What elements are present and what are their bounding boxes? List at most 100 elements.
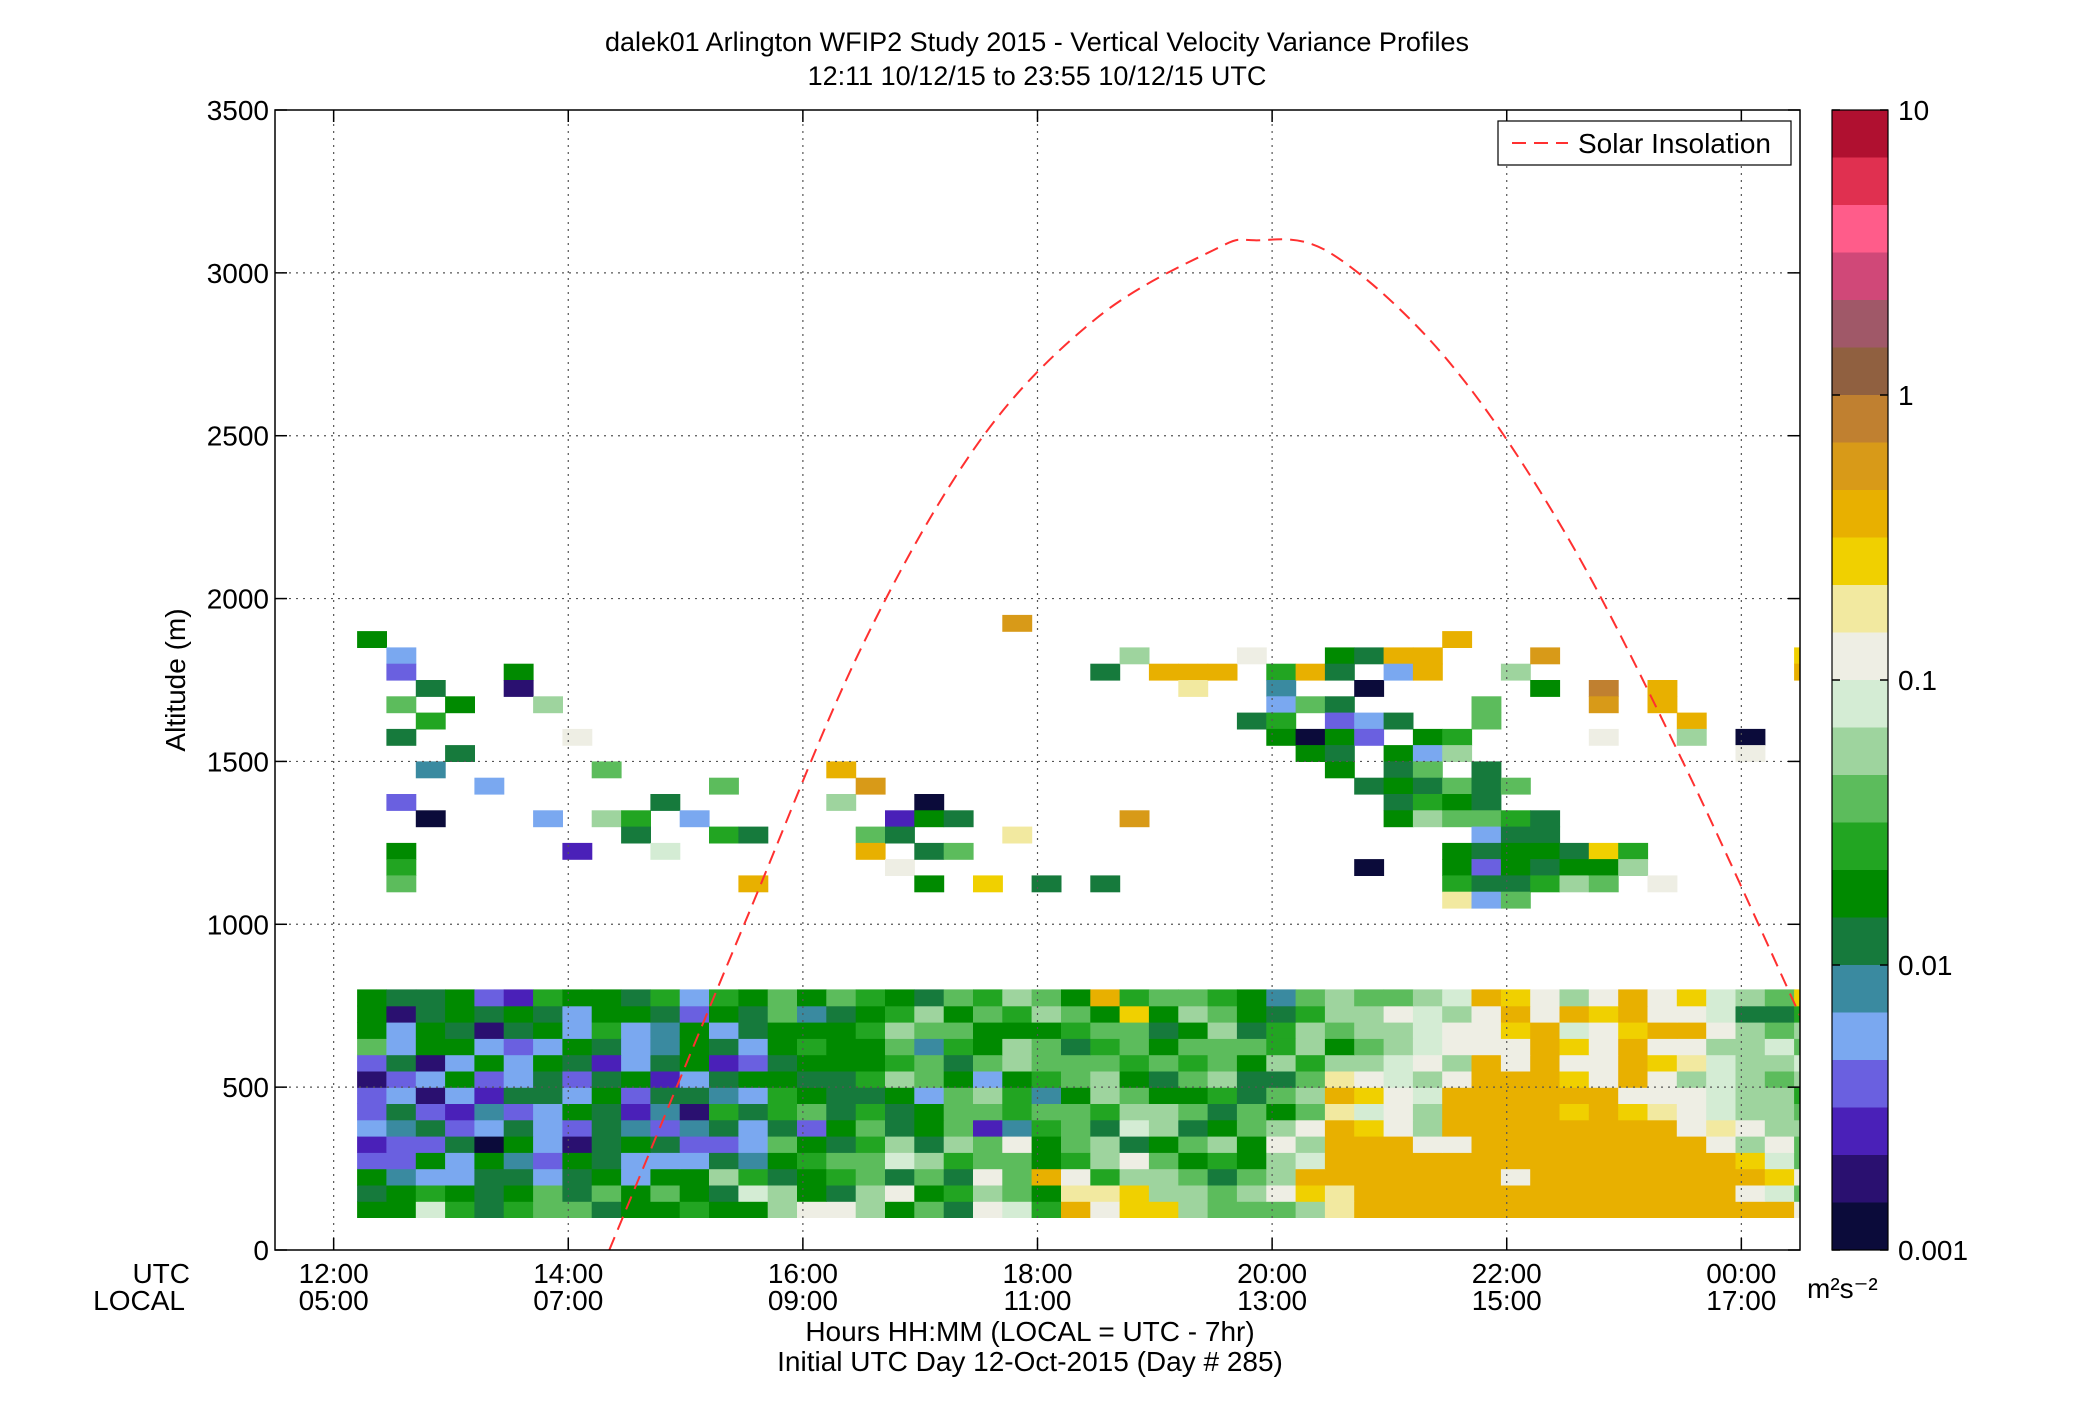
heatmap-cell — [1618, 1022, 1649, 1039]
heatmap-cell — [1647, 1168, 1678, 1186]
heatmap-cell — [503, 663, 534, 681]
heatmap-cell — [885, 859, 915, 876]
heatmap-cell — [1647, 1070, 1678, 1088]
heatmap-cell — [1794, 1070, 1800, 1088]
heatmap-cell — [1618, 1038, 1649, 1056]
heatmap-cell — [1618, 1136, 1649, 1153]
heatmap-cell — [1559, 989, 1590, 1007]
chart-title: dalek01 Arlington WFIP2 Study 2015 - Ver… — [605, 27, 1469, 57]
heatmap-cell — [1647, 1038, 1678, 1056]
heatmap-cell — [914, 1201, 945, 1218]
heatmap-cell — [1383, 1054, 1414, 1072]
heatmap-cell — [943, 1119, 974, 1137]
heatmap-cell — [797, 1152, 827, 1170]
heatmap-cell — [943, 1005, 974, 1023]
heatmap-cell — [679, 989, 710, 1007]
x-axis-sublabel: Initial UTC Day 12-Oct-2015 (Day # 285) — [777, 1346, 1283, 1377]
heatmap-cell — [1412, 810, 1443, 828]
heatmap-cell — [855, 1168, 886, 1186]
heatmap-cell — [1706, 1103, 1737, 1121]
heatmap-cell — [1588, 1136, 1619, 1153]
heatmap-cell — [679, 1070, 710, 1088]
heatmap-cell — [1706, 1005, 1737, 1023]
heatmap-cell — [1207, 1022, 1238, 1039]
heatmap-cell — [738, 1168, 769, 1186]
heatmap-cell — [738, 1136, 769, 1153]
heatmap-cell — [943, 810, 974, 828]
heatmap-cell — [445, 989, 475, 1007]
heatmap-cell — [973, 1022, 1003, 1039]
heatmap-cell — [1588, 859, 1619, 876]
heatmap-cell — [1061, 1087, 1091, 1104]
heatmap-cell — [914, 1038, 945, 1056]
heatmap-cell — [1295, 728, 1326, 746]
heatmap-cell — [1471, 1119, 1502, 1137]
heatmap-cell — [1706, 1152, 1737, 1170]
heatmap-cell — [1442, 1038, 1473, 1056]
heatmap-cell — [533, 1022, 563, 1039]
heatmap-cell — [1236, 1168, 1267, 1186]
heatmap-cell — [855, 826, 886, 844]
heatmap-cell — [415, 1201, 446, 1218]
heatmap-cell — [1471, 1038, 1502, 1056]
heatmap-cell — [562, 728, 593, 746]
heatmap-cell — [1530, 1168, 1561, 1186]
heatmap-cell — [679, 1022, 710, 1039]
heatmap-cell — [1412, 1103, 1443, 1121]
heatmap-cell — [797, 1201, 827, 1218]
heatmap-cell — [1706, 989, 1737, 1007]
heatmap-cell — [1471, 989, 1502, 1007]
heatmap-cell — [1119, 1184, 1150, 1202]
heatmap-cell — [1119, 989, 1150, 1007]
heatmap-cell — [474, 1005, 505, 1023]
heatmap-cell — [1618, 1201, 1649, 1218]
heatmap-cell — [1530, 1038, 1561, 1056]
heatmap-cell — [591, 1087, 622, 1104]
heatmap-cell — [914, 989, 945, 1007]
heatmap-cell — [1588, 728, 1619, 746]
heatmap-cell — [1324, 1022, 1355, 1039]
heatmap-cell — [533, 1038, 563, 1056]
heatmap-cell — [1412, 728, 1443, 746]
heatmap-cell — [1266, 1201, 1297, 1218]
heatmap-cell — [1471, 1168, 1502, 1186]
heatmap-cell — [1735, 989, 1766, 1007]
heatmap-cell — [1207, 663, 1238, 681]
heatmap-cell — [738, 989, 769, 1007]
heatmap-cell — [1412, 1168, 1443, 1186]
heatmap-cell — [1236, 1184, 1267, 1202]
heatmap-cell — [1324, 647, 1355, 665]
heatmap-cell — [1324, 1038, 1355, 1056]
heatmap-cell — [1618, 1087, 1649, 1104]
heatmap-cell — [1588, 1152, 1619, 1170]
heatmap-cell — [1794, 1119, 1800, 1137]
heatmap-cell — [1031, 1168, 1062, 1186]
heatmap-cell — [621, 1136, 651, 1153]
heatmap-cell — [1764, 1152, 1795, 1170]
heatmap-cell — [1295, 1152, 1326, 1170]
heatmap-cell — [943, 842, 974, 860]
heatmap-cell — [1618, 1054, 1649, 1072]
heatmap-cell — [1559, 1070, 1590, 1088]
heatmap-cell — [445, 1201, 475, 1218]
heatmap-cell — [1471, 761, 1502, 779]
heatmap-cell — [357, 1184, 387, 1202]
heatmap-cell — [1471, 712, 1502, 730]
heatmap-cell — [1442, 1022, 1473, 1039]
heatmap-cell — [1706, 1136, 1737, 1153]
heatmap-cell — [1324, 712, 1355, 730]
heatmap-cell — [1324, 1168, 1355, 1186]
heatmap-cell — [1471, 859, 1502, 876]
heatmap-cell — [1676, 1054, 1707, 1072]
heatmap-cell — [1383, 745, 1414, 762]
heatmap-cell — [1002, 1070, 1033, 1088]
heatmap-cell — [855, 1022, 886, 1039]
heatmap-cell — [415, 1119, 446, 1137]
heatmap-cell — [1647, 1087, 1678, 1104]
heatmap-cell — [357, 1152, 387, 1170]
heatmap-cell — [738, 1087, 769, 1104]
heatmap-cell — [709, 1119, 739, 1137]
heatmap-cell — [621, 1103, 651, 1121]
heatmap-cell — [1002, 1087, 1033, 1104]
heatmap-cell — [1530, 842, 1561, 860]
